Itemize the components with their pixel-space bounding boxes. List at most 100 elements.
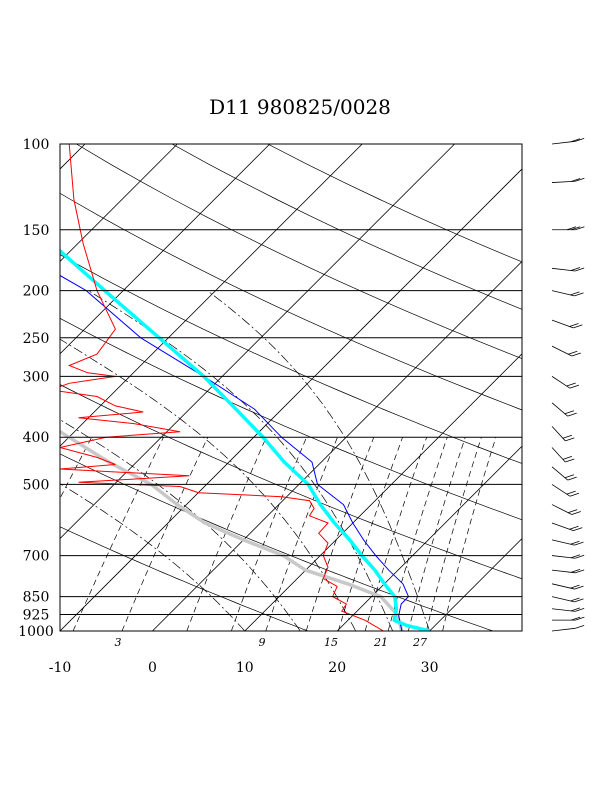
pressure-tick-label: 300 [23, 369, 50, 385]
wind-barb-flag [571, 511, 581, 515]
wind-barb-flag [574, 292, 584, 297]
wind-barb-flag [570, 584, 580, 589]
wind-barb-flag [570, 597, 580, 602]
mixing-ratio-line [265, 437, 338, 631]
temperature-tick-label: 20 [328, 660, 346, 676]
chart-title: D11 980825/0028 [209, 95, 391, 119]
pressure-tick-label: 250 [23, 331, 50, 347]
mixing-ratio-label: 9 [259, 636, 266, 649]
wind-barb-staff [551, 466, 568, 481]
pressure-tick-label: 150 [23, 223, 50, 239]
moist-adiabat-line [60, 483, 246, 631]
wind-barb-flag [575, 569, 585, 574]
wind-barb-flag [570, 568, 581, 573]
wind-barb-staff [551, 504, 572, 515]
mixing-ratio-line [231, 437, 307, 631]
wind-barb-flag [570, 607, 581, 612]
wind-barb-flag [575, 624, 585, 629]
pressure-tick-label: 200 [23, 284, 50, 300]
wind-barb-flag [570, 291, 580, 296]
pressure-tick-label: 500 [23, 477, 50, 493]
mixing-ratio-label: 21 [373, 636, 388, 649]
profiles-group [60, 144, 431, 631]
wind-barb-staff [551, 402, 568, 417]
wind-barb-flag [569, 525, 579, 530]
wind-barb-flag [562, 434, 573, 439]
dry-adiabat-line [76, 144, 522, 359]
dry-adiabat-line [60, 317, 522, 521]
pressure-tick-label: 400 [23, 430, 50, 446]
dry-adiabat-line [171, 144, 522, 310]
wind-barb-flag [575, 226, 585, 231]
wind-barb-flag [575, 616, 585, 621]
wind-barb-staff [551, 484, 571, 497]
wind-barb-flag [571, 178, 581, 182]
wind-barb-flag [566, 490, 576, 495]
wind-barb-flag [570, 540, 580, 545]
isotherm-line [244, 353, 522, 631]
wind-barb-flag [575, 554, 585, 559]
moist-adiabat-line [60, 338, 357, 631]
wind-barb-flag [570, 554, 581, 559]
mixing-ratio-line [442, 437, 497, 631]
mixing-ratio-label: 27 [412, 636, 427, 649]
wind-barb-flag [575, 137, 585, 142]
isotherm-line [60, 144, 271, 355]
wind-barb-flag [573, 527, 583, 532]
wind-barb-staff [551, 522, 574, 532]
isotherm-line [60, 144, 455, 540]
red-profile-line [60, 144, 384, 631]
blue-profile-line [60, 274, 409, 631]
isotherm-line [521, 630, 522, 631]
wind-barb-flag [571, 352, 581, 357]
isotherm-line [60, 144, 178, 262]
wind-barb-staff [551, 627, 576, 632]
wind-barb-staff [551, 376, 571, 389]
dry-adiabat-line [60, 192, 522, 411]
wind-barb-flag [571, 226, 581, 231]
mixing-ratio-line [337, 437, 403, 631]
wind-barb-flag [571, 616, 581, 621]
dry-adiabat-line [60, 384, 522, 580]
isotherm-line [60, 144, 363, 447]
dry-adiabat-line [267, 144, 522, 263]
mixing-ratio-label: 3 [115, 636, 122, 649]
wind-barb-flag [567, 412, 577, 417]
wind-barb-flag [566, 226, 577, 231]
isotherm-line [336, 445, 522, 631]
dry-adiabat-line [60, 453, 494, 631]
wind-barb-staff [551, 319, 574, 329]
dry-adiabat-line [60, 254, 522, 464]
pressure-tick-label: 100 [23, 137, 50, 153]
wind-barb-flag [575, 177, 585, 182]
wind-barb-flag [569, 384, 580, 389]
wind-barb-flag [569, 323, 579, 327]
wind-barb-staff [551, 426, 566, 442]
isotherm-line [152, 260, 522, 631]
wind-barb-flag [574, 598, 584, 603]
wind-barb-flag [565, 437, 575, 442]
temperature-profile-line [60, 248, 431, 631]
wind-barb-flag [568, 509, 578, 514]
wind-barb-flag [573, 324, 583, 329]
moist-adiabat-line [206, 290, 430, 631]
wind-barb-flag [566, 382, 576, 387]
wind-barb-flag [565, 458, 575, 463]
wind-barb-flag [574, 585, 584, 590]
mixing-ratio-line [121, 437, 209, 631]
wind-barb-flag [568, 350, 578, 355]
moist-adiabat-line [88, 290, 393, 631]
wind-barb-staff [551, 447, 566, 463]
wind-barb-flag [562, 456, 573, 460]
mixing-ratio-line [305, 437, 375, 631]
isotherm-line [429, 538, 522, 631]
wind-barb-flag [569, 492, 580, 497]
isotherm-line [60, 168, 522, 631]
pressure-tick-label: 1000 [18, 624, 54, 640]
mixing-ratio-label: 15 [324, 636, 338, 649]
wind-barb-flag [575, 267, 585, 272]
pressure-tick-label: 850 [23, 590, 50, 606]
